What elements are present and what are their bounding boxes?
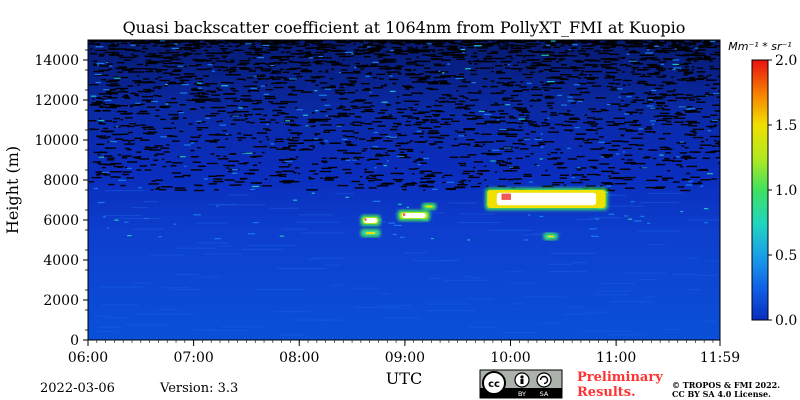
y-tick-label: 0	[70, 333, 79, 349]
colorbar-tick-label: 1.0	[775, 183, 797, 199]
x-axis-label: UTC	[386, 369, 422, 388]
y-tick-label: 10000	[34, 133, 79, 149]
x-axis: 06:00 07:00 08:00 09:00 10:00 11:00 11:59	[68, 340, 740, 366]
colorbar-tick-label: 0.5	[775, 248, 797, 264]
colorbar: 0.0 0.5 1.0 1.5 2.0 Mm⁻¹ * sr⁻¹	[728, 40, 797, 329]
x-tick-label: 07:00	[173, 350, 213, 366]
cloud-feature	[360, 215, 381, 226]
y-tick-label: 14000	[34, 53, 79, 69]
chart-title: Quasi backscatter coefficient at 1064nm …	[123, 18, 686, 37]
cloud-feature	[421, 203, 437, 210]
cloud-feature	[397, 210, 431, 221]
copyright-line-2: CC BY SA 4.0 License.	[672, 389, 771, 399]
colorbar-ticks: 0.0 0.5 1.0 1.5 2.0	[768, 53, 797, 329]
x-tick-label: 10:00	[490, 350, 530, 366]
cloud-feature	[485, 188, 608, 210]
y-tick-label: 8000	[43, 173, 79, 189]
x-tick-label: 08:00	[279, 350, 319, 366]
footer-version: Version: 3.3	[159, 381, 238, 396]
cloud-feature	[360, 229, 381, 237]
y-tick-label: 4000	[43, 253, 79, 269]
y-axis-label: Height (m)	[3, 146, 22, 234]
colorbar-tick-label: 2.0	[775, 53, 797, 69]
x-tick-label: 09:00	[385, 350, 425, 366]
features-layer	[360, 188, 608, 240]
copyright-line-1: © TROPOS & FMI 2022.	[672, 380, 780, 390]
colorbar-tick-label: 1.5	[775, 118, 797, 134]
sa-share-icon	[536, 372, 552, 388]
license-by-label: BY	[518, 390, 526, 398]
cc-logo-icon	[482, 371, 506, 395]
svg-text:cc: cc	[488, 379, 500, 390]
x-tick-label: 06:00	[68, 350, 108, 366]
colorbar-gradient	[751, 59, 769, 321]
colorbar-label: Mm⁻¹ * sr⁻¹	[728, 40, 791, 53]
colorbar-tick-label: 0.0	[775, 313, 797, 329]
plot-area	[88, 40, 720, 340]
license-sa-label: SA	[540, 390, 549, 398]
footer-date: 2022-03-06	[40, 381, 115, 396]
x-tick-label: 11:00	[596, 350, 636, 366]
cloud-feature	[543, 233, 558, 240]
y-tick-label: 6000	[43, 213, 79, 229]
y-tick-label: 2000	[43, 293, 79, 309]
noise-layer	[88, 40, 720, 336]
x-tick-label: 11:59	[700, 350, 740, 366]
y-axis: 0 2000 4000 6000 8000 10000 12000 14000	[34, 49, 88, 349]
preliminary-results: Preliminary Results.	[577, 370, 663, 400]
y-tick-label: 12000	[34, 93, 79, 109]
cc-license-badge: cc BY SA	[479, 369, 563, 399]
